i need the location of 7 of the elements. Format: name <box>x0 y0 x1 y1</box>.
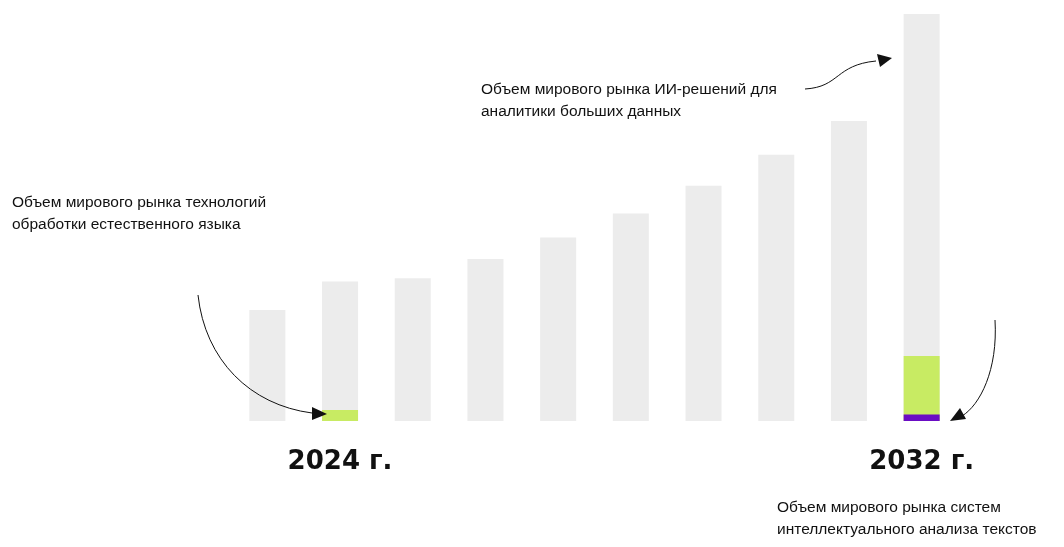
text: Объем мирового рынка систем интеллектуального анализа текстов <box>777 497 1038 539</box>
annotation: Объем мирового рынка технологий обработки естественного языка <box>12 192 267 234</box>
x-tick-label: 2032 г. <box>869 445 975 475</box>
bar <box>249 309 286 421</box>
x-tick-label: 2024 г. <box>287 445 393 475</box>
annotation: Объем мирового рынка ИИ-решений для аналитики больших данных <box>481 79 778 121</box>
bar <box>903 414 940 421</box>
